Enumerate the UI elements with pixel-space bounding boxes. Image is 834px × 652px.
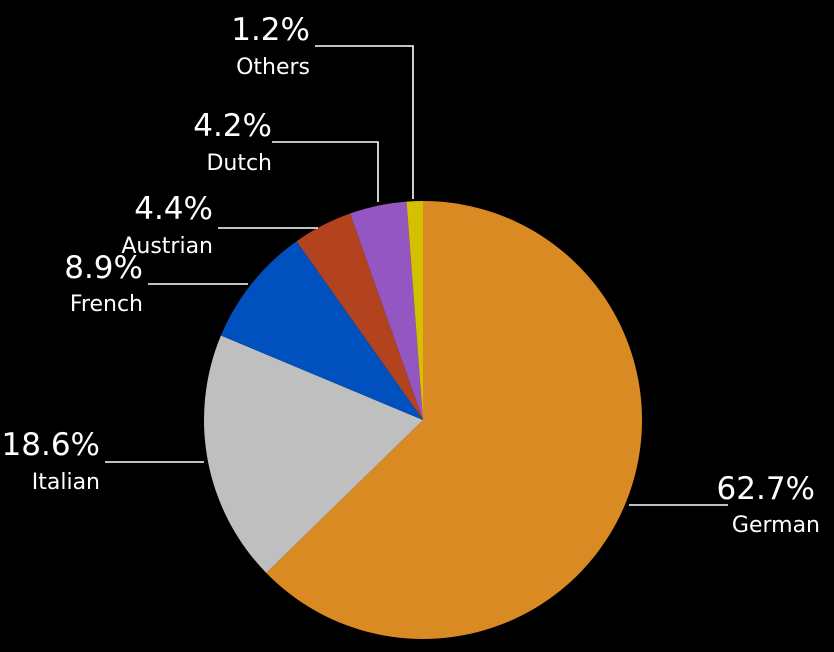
category-label-german: German [732,513,820,538]
pie-slice-italian [203,335,423,573]
category-label-italian: Italian [32,470,100,495]
value-label-dutch: 4.2% [193,108,272,144]
pie-slice-others [406,201,423,420]
category-label-others: Others [236,55,310,80]
value-label-italian: 18.6% [2,427,100,463]
value-label-french: 8.9% [64,250,143,286]
pie-slice-austrian [296,213,423,420]
value-label-austrian: 4.4% [134,191,213,227]
category-label-dutch: Dutch [206,151,272,176]
value-label-german: 62.7% [717,471,815,507]
pie-slice-german [266,201,642,639]
leader-line-dutch [272,141,379,202]
pie-slice-french [220,241,423,420]
category-label-austrian: Austrian [121,234,213,259]
leader-line-others [315,45,414,199]
category-label-french: French [70,292,143,317]
pie-slice-dutch [350,201,423,420]
pie-slices [203,201,642,639]
value-label-others: 1.2% [231,12,310,48]
slice-labels: 62.7% German 18.6% Italian 8.9% French 4.4% Aus… [2,12,820,538]
